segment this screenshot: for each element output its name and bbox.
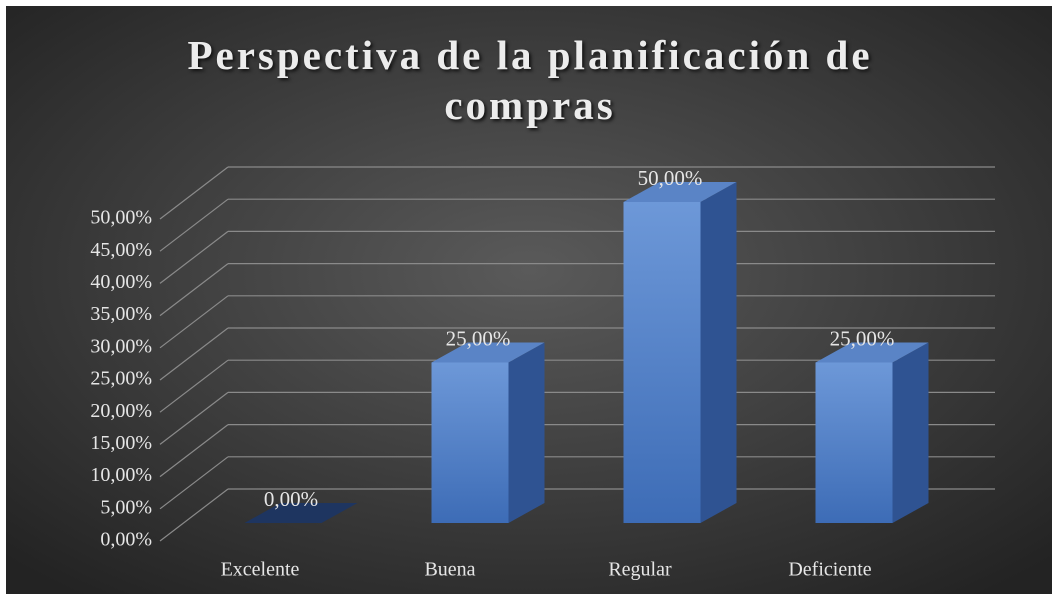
- data-label: 25,00%: [446, 326, 511, 350]
- y-tick-label: 40,00%: [90, 271, 152, 293]
- y-tick-label: 0,00%: [100, 529, 152, 551]
- bar: [623, 202, 701, 523]
- grid-line: [159, 456, 229, 510]
- grid-line: [159, 263, 229, 317]
- y-tick-label: 50,00%: [90, 207, 152, 229]
- y-tick-label: 5,00%: [100, 496, 152, 518]
- y-tick-label: 10,00%: [90, 464, 152, 486]
- y-tick-label: 45,00%: [90, 239, 152, 261]
- grid-line: [159, 198, 229, 252]
- bar-side: [892, 342, 929, 523]
- y-tick-label: 15,00%: [90, 432, 152, 454]
- grid-line: [159, 488, 229, 542]
- data-label: 50,00%: [638, 166, 703, 190]
- grid-line: [159, 230, 229, 284]
- x-tick-label: Regular: [608, 559, 672, 581]
- grid-line: [159, 327, 229, 381]
- y-tick-label: 35,00%: [90, 303, 152, 325]
- y-tick-label: 20,00%: [90, 400, 152, 422]
- bar-top: [431, 342, 545, 363]
- y-tick-label: 25,00%: [90, 368, 152, 390]
- grid-line: [159, 166, 229, 220]
- x-tick-label: Buena: [424, 559, 475, 581]
- bar-top: [815, 342, 929, 363]
- bar: [431, 362, 509, 523]
- data-label: 0,00%: [264, 487, 318, 511]
- grid-line: [159, 424, 229, 478]
- bar-side: [700, 182, 737, 523]
- grid-line: [159, 391, 229, 445]
- y-tick-label: 30,00%: [90, 335, 152, 357]
- x-tick-label: Deficiente: [788, 559, 871, 581]
- chart-title: Perspectiva de la planificación de compr…: [187, 32, 873, 128]
- bar: [815, 362, 893, 523]
- data-label: 25,00%: [830, 326, 895, 350]
- grid-line: [159, 295, 229, 349]
- bar-top: [623, 182, 737, 202]
- bar-side: [508, 342, 545, 523]
- x-tick-label: Excelente: [221, 559, 300, 581]
- grid-line: [159, 359, 229, 413]
- bar-top: [244, 503, 358, 523]
